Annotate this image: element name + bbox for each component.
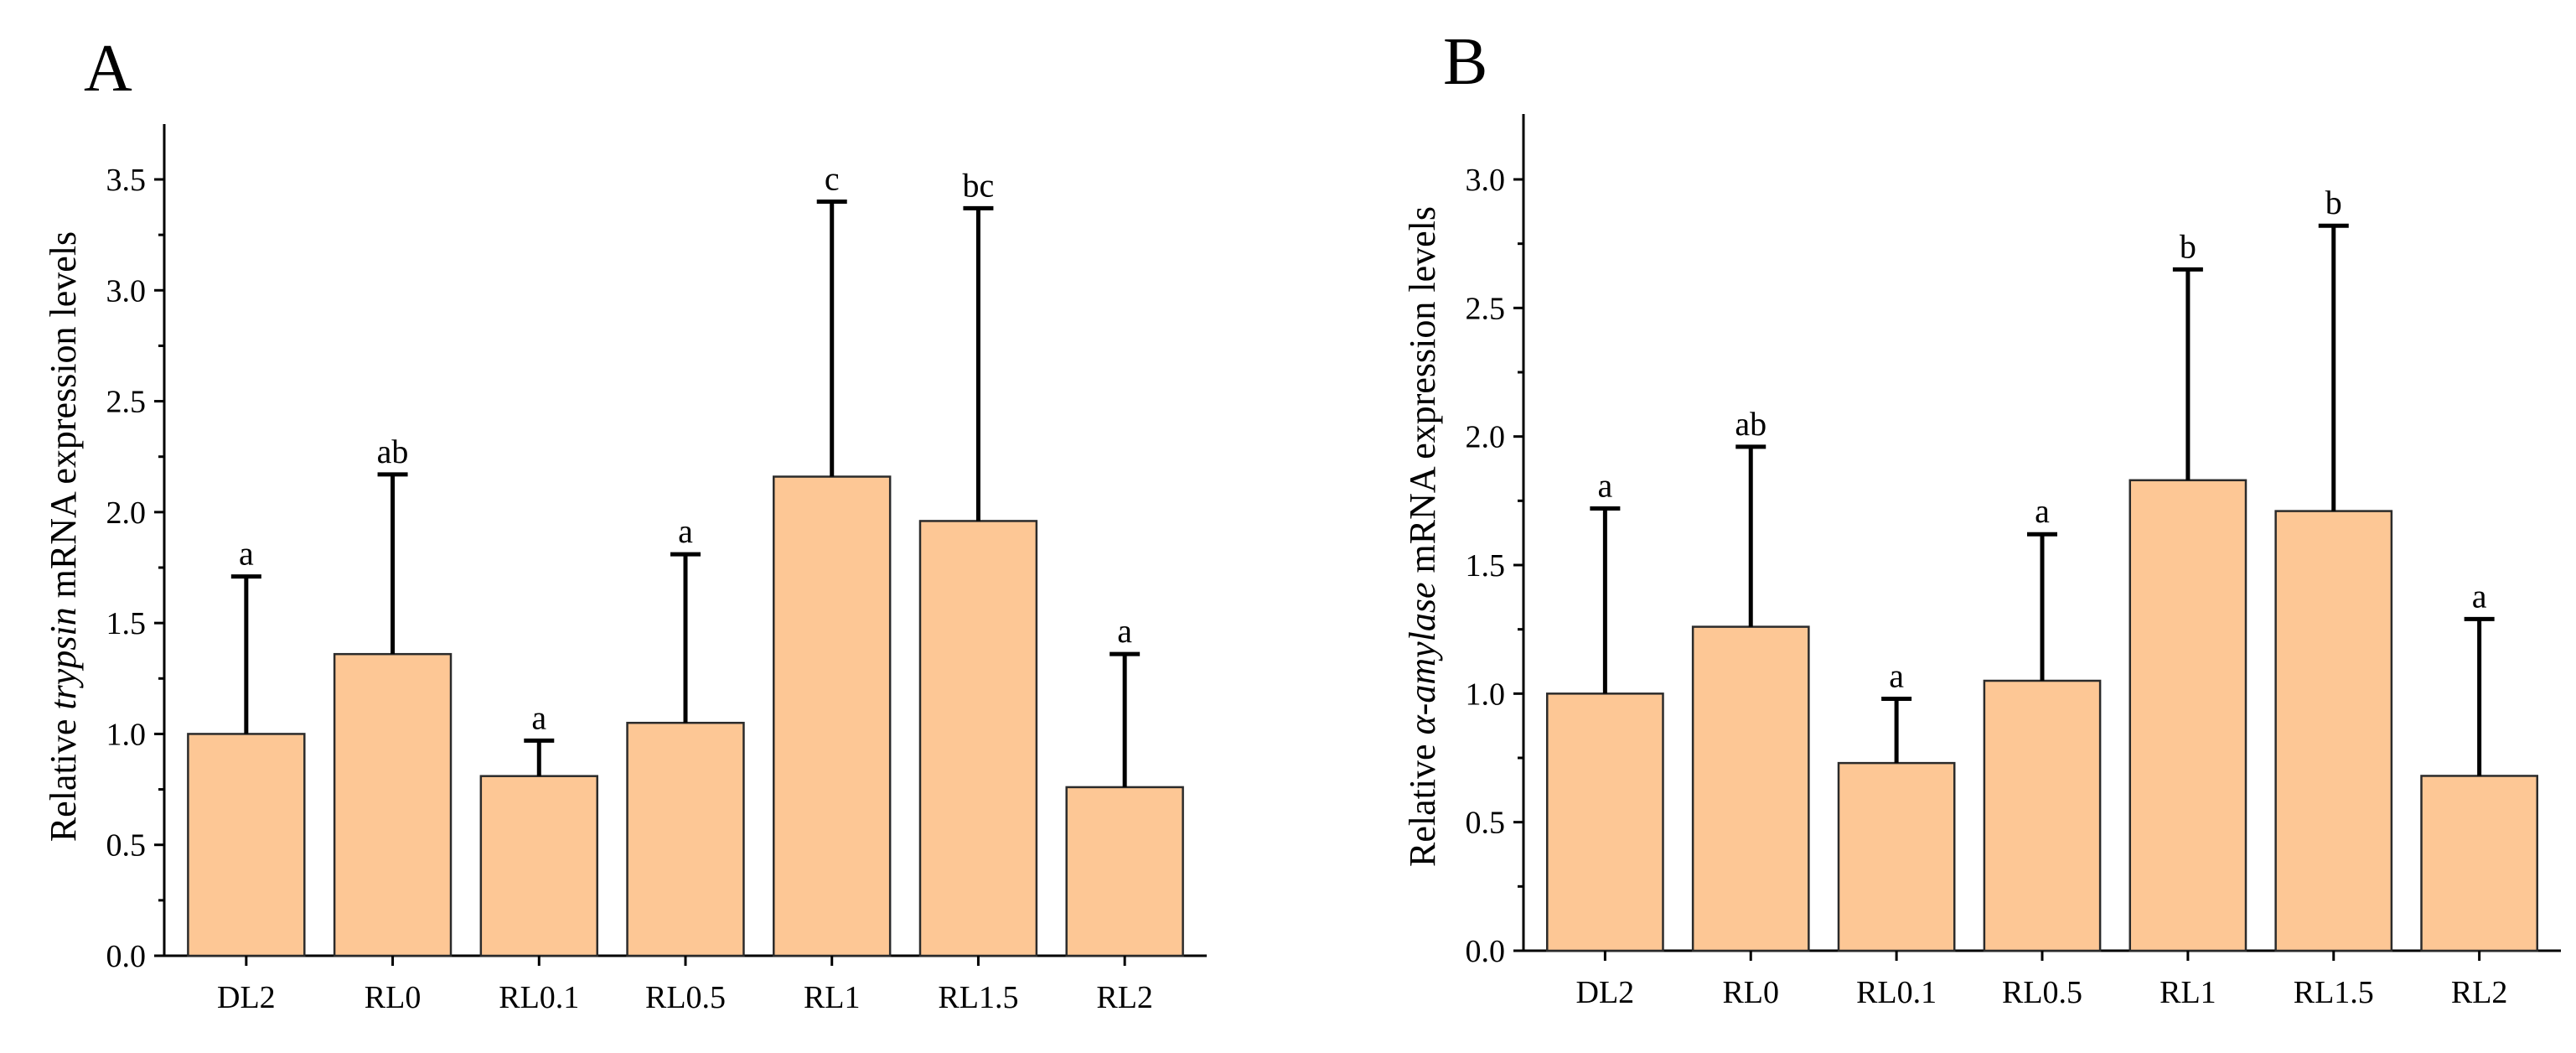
y-tick-label: 2.5 (106, 385, 147, 420)
bar (187, 733, 306, 957)
panel-b-label: B (1443, 25, 1487, 99)
significance-label: a (678, 512, 693, 550)
y-tick-label: 0.0 (1466, 934, 1506, 969)
bar (2420, 775, 2538, 952)
x-tick-label: RL1.5 (938, 980, 1018, 1015)
significance-label: ab (1735, 405, 1766, 443)
bar (2129, 479, 2248, 952)
significance-label: a (2035, 492, 2050, 530)
bar (918, 520, 1038, 957)
significance-label: a (1889, 656, 1904, 694)
significance-label: b (2180, 227, 2196, 265)
significance-label: b (2325, 184, 2342, 221)
significance-label: c (825, 159, 840, 197)
significance-label: a (1597, 467, 1612, 505)
x-tick-label: RL1 (804, 980, 861, 1015)
y-tick-label: 1.5 (1466, 548, 1506, 584)
y-tick-label: 0.5 (106, 828, 147, 864)
x-tick-label: RL2 (1096, 980, 1153, 1015)
significance-label: bc (963, 166, 995, 204)
y-tick-label: 2.0 (1466, 420, 1506, 455)
y-tick-label: 1.0 (106, 717, 147, 752)
x-tick-label: RL0.5 (2002, 975, 2082, 1010)
panel-a-y-axis-title: Relative trypsin mRNA expression levels (43, 231, 84, 842)
bar (1065, 786, 1184, 957)
y-tick-label: 3.5 (106, 163, 147, 198)
bar (333, 652, 453, 957)
panel-b: B Relative α-amylase mRNA expression lev… (1402, 25, 2561, 1010)
y-tick-label: 0.0 (106, 939, 147, 974)
significance-label: a (2472, 577, 2487, 615)
bar (1691, 625, 1810, 952)
x-tick-label: RL0.5 (645, 980, 726, 1015)
x-tick-label: RL0.1 (1856, 975, 1937, 1010)
y-tick-label: 3.0 (1466, 163, 1506, 198)
x-tick-label: RL2 (2451, 975, 2508, 1010)
panel-a: A Relative trypsin mRNA expression level… (43, 32, 1207, 1015)
y-tick-label: 1.5 (106, 606, 147, 641)
significance-label: a (239, 535, 254, 573)
bar (626, 721, 745, 957)
x-tick-label: RL0 (1722, 975, 1779, 1010)
y-tick-label: 2.5 (1466, 291, 1506, 326)
significance-label: a (1117, 612, 1132, 650)
panel-b-y-axis-title: Relative α-amylase mRNA expression level… (1402, 206, 1443, 867)
bar (479, 775, 598, 957)
y-tick-label: 2.0 (106, 495, 147, 531)
significance-label: a (531, 698, 546, 736)
x-tick-label: RL0.1 (499, 980, 579, 1015)
bar (1546, 692, 1664, 952)
y-tick-label: 0.5 (1466, 806, 1506, 841)
bar (1983, 679, 2102, 952)
x-tick-label: DL2 (1576, 975, 1635, 1010)
y-tick-label: 3.0 (106, 273, 147, 309)
y-tick-label: 1.0 (1466, 677, 1506, 712)
bar (1837, 761, 1956, 952)
panel-a-label: A (84, 32, 132, 106)
x-tick-label: DL2 (217, 980, 276, 1015)
x-tick-label: RL1.5 (2294, 975, 2374, 1010)
x-tick-label: RL0 (365, 980, 422, 1015)
significance-label: ab (377, 433, 409, 470)
bar (773, 475, 892, 957)
bar (2274, 510, 2393, 952)
x-tick-label: RL1 (2160, 975, 2216, 1010)
